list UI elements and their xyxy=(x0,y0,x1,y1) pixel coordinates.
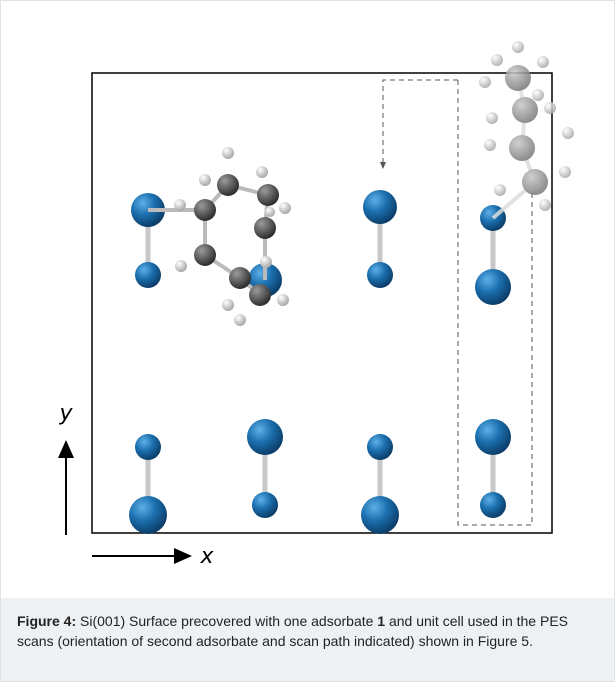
unit-cell xyxy=(92,73,552,533)
si-atoms xyxy=(129,190,511,534)
caption-label: Figure 4: xyxy=(17,613,76,629)
y-axis-label: y xyxy=(58,401,73,426)
caption-ref: 1 xyxy=(377,613,385,629)
figure-image: y x xyxy=(0,0,615,598)
figure-caption: Figure 4: Si(001) Surface precovered wit… xyxy=(1,598,614,681)
second-adsorbate xyxy=(479,41,574,218)
page: y x Figure 4: Si(001) Surface precovered… xyxy=(0,0,615,682)
axes-arrows xyxy=(66,442,190,556)
adsorbate-1 xyxy=(148,147,291,326)
caption-text: Si(001) Surface precovered with one adso… xyxy=(76,613,377,629)
x-axis-label: x xyxy=(199,544,214,569)
